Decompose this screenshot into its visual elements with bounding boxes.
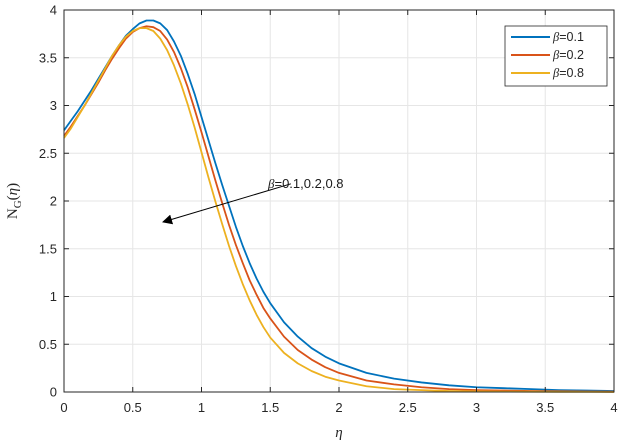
y-tick-label: 4 — [50, 3, 57, 18]
y-axis-label-subscript: G — [12, 200, 24, 208]
annotation: β=0.1,0.2,0.8 — [162, 176, 344, 225]
y-tick-label: 2.5 — [39, 146, 57, 161]
y-axis-label-close: ) — [5, 183, 21, 188]
y-tick-label: 1.5 — [39, 241, 57, 256]
x-tick-label: 3 — [473, 400, 480, 415]
ticks — [63, 9, 615, 393]
tick-labels: 0 0.5 1 1.5 2 2.5 3 3.5 4 0 0.5 1 1.5 2 2.5 3 3.5 4 — [39, 3, 618, 416]
y-tick-label: 1 — [50, 289, 57, 304]
y-axis-label: NG(η) — [5, 183, 24, 219]
x-tick-label: 2 — [335, 400, 342, 415]
x-tick-label: 0.5 — [124, 400, 142, 415]
y-axis-label-base: N — [5, 208, 21, 219]
x-tick-label: 0 — [60, 400, 67, 415]
x-tick-label: 3.5 — [536, 400, 554, 415]
y-tick-label: 0.5 — [39, 337, 57, 352]
annotation-arrow — [162, 183, 292, 225]
y-axis-label-variable: η — [5, 188, 21, 195]
annotation-symbol: β — [267, 176, 275, 191]
y-tick-label: 2 — [50, 194, 57, 209]
annotation-values: =0.1,0.2,0.8 — [274, 176, 343, 191]
x-tick-label: 1.5 — [261, 400, 279, 415]
legend-label-beta-0.2: β=0.2 — [552, 48, 584, 62]
annotation-label: β=0.1,0.2,0.8 — [267, 176, 344, 191]
y-tick-label: 3 — [50, 98, 57, 113]
legend: β=0.1 β=0.2 β=0.8 — [504, 25, 608, 87]
x-tick-label: 1 — [198, 400, 205, 415]
legend-label-beta-0.1: β=0.1 — [552, 30, 584, 44]
x-axis-label: η — [335, 425, 342, 441]
y-tick-label: 0 — [50, 385, 57, 400]
legend-label-beta-0.8: β=0.8 — [552, 66, 584, 80]
x-tick-label: 2.5 — [399, 400, 417, 415]
y-axis-label-open: ( — [5, 195, 21, 200]
series-line-beta-0.2 — [63, 25, 615, 393]
x-tick-label: 4 — [610, 400, 617, 415]
grid — [64, 10, 614, 392]
y-tick-label: 3.5 — [39, 50, 57, 65]
